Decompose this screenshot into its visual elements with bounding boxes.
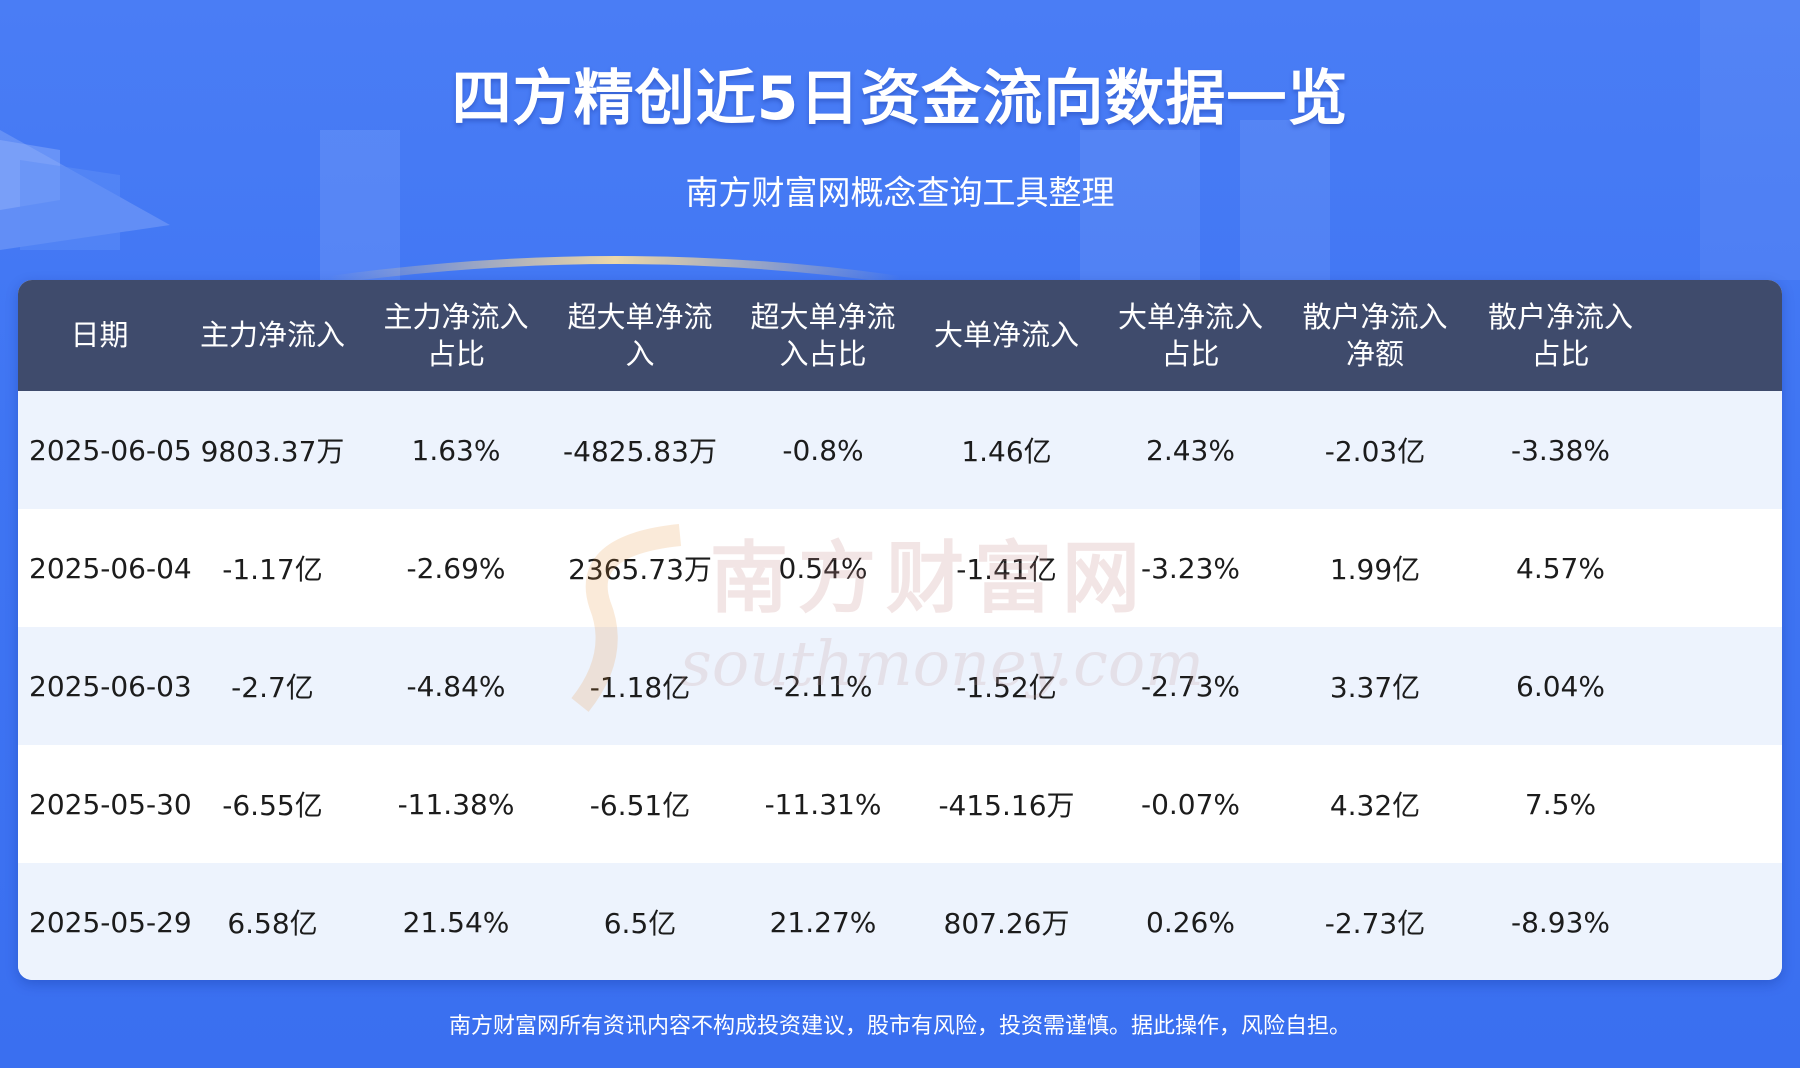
header-label-line: 大单净流入 xyxy=(1117,299,1263,334)
cell-main-net-inflow: 6.58亿 xyxy=(227,907,318,940)
cell-date: 2025-06-04 xyxy=(29,551,192,585)
cell-main-net-inflow: 9803.37万 xyxy=(200,435,345,468)
cell-large-net-inflow: 1.46亿 xyxy=(961,435,1052,468)
cell-retail-net-inflow-ratio: 6.04% xyxy=(1516,669,1605,703)
header-super-large-net-inflow: 超大单净流入 xyxy=(548,280,732,391)
cell-super-large-net-inflow: 6.5亿 xyxy=(603,907,677,940)
cell-large-net-inflow: -415.16万 xyxy=(938,789,1075,822)
cell-date: 2025-06-03 xyxy=(29,669,192,703)
header-label-line: 超大单净流 xyxy=(567,299,713,334)
data-table: 日期 主力净流入 主力净流入 占比 超大单净流入超大单净流 入占比 大单净流入 大单净流入 占比… xyxy=(18,280,1782,980)
cell-super-large-net-inflow: -4825.83万 xyxy=(563,435,717,468)
cell-retail-net-inflow-ratio: 7.5% xyxy=(1524,787,1597,821)
cell-super-large-net-inflow-ratio: -0.8% xyxy=(782,433,864,467)
page-subtitle: 南方财富网概念查询工具整理 xyxy=(685,173,1115,212)
cell-large-net-inflow-ratio: 2.43% xyxy=(1146,433,1235,467)
table-header: 日期 主力净流入 主力净流入 占比 超大单净流入超大单净流 入占比 大单净流入 大单净流入 占比… xyxy=(18,280,1782,391)
table-row: 2025-05-29 6.58亿 21.54% 6.5亿 21.27% 807.26万 0.… xyxy=(18,863,1782,980)
cell-large-net-inflow-ratio: 0.26% xyxy=(1146,905,1235,939)
header-label-line: 占比 xyxy=(1161,336,1220,371)
header-date: 日期 xyxy=(18,280,181,391)
cell-large-net-inflow: -1.41亿 xyxy=(956,553,1057,586)
table-row: 2025-06-05 9803.37万 1.63% -4825.83万 -0.8% 1.4… xyxy=(18,391,1782,509)
cell-retail-net-inflow: 4.32亿 xyxy=(1329,789,1421,822)
cell-super-large-net-inflow: -6.51亿 xyxy=(589,789,691,822)
cell-retail-net-inflow-ratio: -3.38% xyxy=(1510,433,1611,467)
cell-retail-net-inflow: -2.03亿 xyxy=(1324,435,1426,468)
cell-super-large-net-inflow-ratio: -11.31% xyxy=(764,787,882,821)
header-label-line: 占比 xyxy=(1531,336,1590,371)
header-label-line: 主力净流入 xyxy=(199,318,345,352)
cell-main-net-inflow-ratio: 1.63% xyxy=(411,433,501,467)
cell-main-net-inflow-ratio: 21.54% xyxy=(402,905,510,939)
header-super-large-net-inflow-ratio: 超大单净流 入占比 xyxy=(732,280,914,391)
background-decoration xyxy=(0,0,1800,284)
header-retail-net-inflow: 散户净流入 净额 xyxy=(1282,280,1468,391)
table-row: 2025-05-30 -6.55亿 -11.38% -6.51亿 -11.31% -415… xyxy=(18,745,1782,863)
header-main-net-inflow-ratio: 主力净流入 占比 xyxy=(364,280,548,391)
cell-main-net-inflow: -6.55亿 xyxy=(222,789,323,822)
header-label-line: 超大单净流 xyxy=(750,299,896,334)
cell-super-large-net-inflow-ratio: 0.54% xyxy=(778,551,868,585)
cell-large-net-inflow-ratio: -2.73% xyxy=(1140,669,1241,703)
page-title: 四方精创近5日资金流向数据一览 xyxy=(451,64,1349,134)
cell-date: 2025-05-29 xyxy=(29,905,192,939)
cell-super-large-net-inflow: -1.18亿 xyxy=(589,671,691,704)
cell-retail-net-inflow: 1.99亿 xyxy=(1329,553,1421,586)
cell-main-net-inflow-ratio: -2.69% xyxy=(406,551,506,585)
cell-large-net-inflow-ratio: -0.07% xyxy=(1140,787,1241,821)
cell-main-net-inflow-ratio: -4.84% xyxy=(406,669,506,703)
table-row: 2025-06-04 -1.17亿 -2.69% 2365.73万 0.54% -1.41… xyxy=(18,509,1782,627)
cell-super-large-net-inflow: 2365.73万 xyxy=(568,553,712,586)
header-main-net-inflow: 主力净流入 xyxy=(181,280,364,391)
cell-main-net-inflow: -2.7亿 xyxy=(231,671,314,704)
cell-super-large-net-inflow-ratio: 21.27% xyxy=(769,905,877,939)
cell-retail-net-inflow: -2.73亿 xyxy=(1324,907,1426,940)
cell-super-large-net-inflow-ratio: -2.11% xyxy=(773,669,873,703)
cell-date: 2025-05-30 xyxy=(29,787,192,821)
cell-large-net-inflow: 807.26万 xyxy=(943,907,1070,940)
cell-large-net-inflow-ratio: -3.23% xyxy=(1140,551,1241,585)
header-label-line: 日期 xyxy=(70,318,129,352)
header-label-line: 散户净流入 xyxy=(1487,299,1633,334)
header-label-line: 净额 xyxy=(1345,336,1404,371)
header-large-net-inflow: 大单净流入 xyxy=(914,280,1099,391)
cell-retail-net-inflow-ratio: -8.93% xyxy=(1510,905,1611,939)
cell-retail-net-inflow: 3.37亿 xyxy=(1329,671,1421,704)
header-label-line: 占比 xyxy=(426,336,485,371)
cell-main-net-inflow-ratio: -11.38% xyxy=(397,787,515,821)
disclaimer-footer: 南方财富网所有资讯内容不构成投资建议，股市有风险，投资需谨慎。据此操作，风险自担… xyxy=(448,1014,1351,1039)
cell-date: 2025-06-05 xyxy=(29,433,192,467)
cell-retail-net-inflow-ratio: 4.57% xyxy=(1516,551,1605,585)
cell-main-net-inflow: -1.17亿 xyxy=(222,553,323,586)
table-row: 2025-06-03 -2.7亿 -4.84% -1.18亿 -2.11% -1.52亿 -… xyxy=(18,627,1782,745)
header-label-line: 入占比 xyxy=(779,336,867,371)
header-label-line: 主力净流入 xyxy=(383,299,529,334)
header-label-line: 入 xyxy=(625,336,655,371)
header-large-net-inflow-ratio: 大单净流入 占比 xyxy=(1099,280,1282,391)
cell-large-net-inflow: -1.52亿 xyxy=(956,671,1057,704)
header-label-line: 大单净流入 xyxy=(933,318,1079,352)
header-label-line: 散户净流入 xyxy=(1302,299,1448,334)
header-retail-net-inflow-ratio: 散户净流入 占比 xyxy=(1468,280,1653,391)
